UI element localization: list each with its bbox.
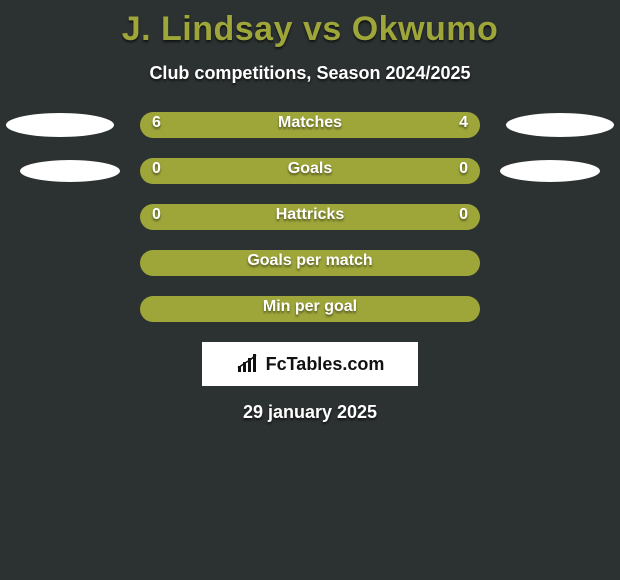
stat-value-right: 4	[459, 114, 468, 132]
stat-bar: Min per goal	[140, 296, 480, 322]
stat-label: Hattricks	[140, 206, 480, 224]
stat-value-left: 0	[152, 160, 161, 178]
stat-bar: Hattricks	[140, 204, 480, 230]
left-marker-icon	[20, 160, 120, 182]
right-marker-icon	[506, 113, 614, 137]
stat-bar: Matches	[140, 112, 480, 138]
stat-row-matches: Matches 6 4	[0, 112, 620, 138]
stat-label: Goals	[140, 160, 480, 178]
logo-box: FcTables.com	[202, 342, 418, 386]
stat-label: Matches	[140, 114, 480, 132]
stat-label: Min per goal	[140, 298, 480, 316]
stat-value-left: 6	[152, 114, 161, 132]
stat-row-goals: Goals 0 0	[0, 158, 620, 184]
logo-text: FcTables.com	[266, 354, 385, 375]
stat-rows: Matches 6 4 Goals 0 0 Hattricks 0 0 Goal…	[0, 112, 620, 322]
stat-bar: Goals per match	[140, 250, 480, 276]
stat-value-right: 0	[459, 206, 468, 224]
stat-label: Goals per match	[140, 252, 480, 270]
stat-value-right: 0	[459, 160, 468, 178]
date-text: 29 january 2025	[0, 402, 620, 423]
right-marker-icon	[500, 160, 600, 182]
bar-chart-icon	[236, 354, 260, 374]
stat-value-left: 0	[152, 206, 161, 224]
left-marker-icon	[6, 113, 114, 137]
page-title: J. Lindsay vs Okwumo	[0, 10, 620, 49]
stat-row-hattricks: Hattricks 0 0	[0, 204, 620, 230]
logo[interactable]: FcTables.com	[236, 354, 385, 375]
stat-row-goals-per-match: Goals per match	[0, 250, 620, 276]
stat-bar: Goals	[140, 158, 480, 184]
page-subtitle: Club competitions, Season 2024/2025	[0, 63, 620, 84]
comparison-card: J. Lindsay vs Okwumo Club competitions, …	[0, 10, 620, 423]
stat-row-min-per-goal: Min per goal	[0, 296, 620, 322]
